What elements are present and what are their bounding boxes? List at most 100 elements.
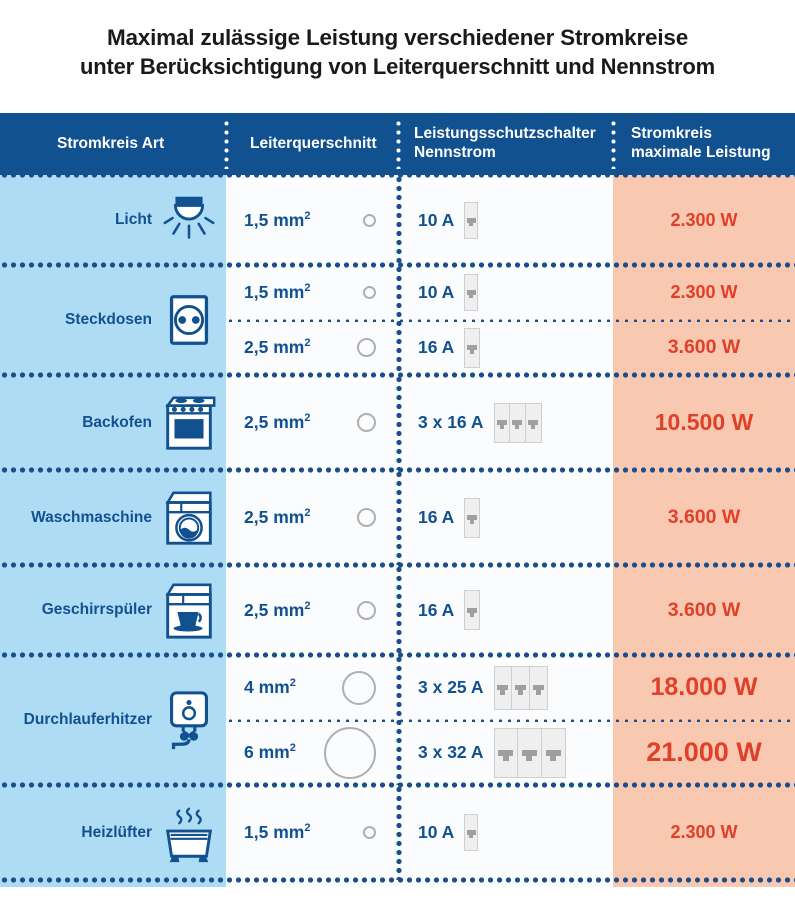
page-title: Maximal zulässige Leistung verschiedener…: [0, 0, 795, 81]
header-label-breaker-line1: Leistungsschutzschalter: [414, 125, 596, 143]
breaker-toggle-icon: [521, 749, 537, 761]
breaker-toggle-icon: [545, 749, 561, 761]
breaker-cell: 16 A: [398, 590, 613, 630]
breaker-cell: 10 A: [398, 814, 613, 851]
cross-section-value: 4 mm2: [244, 677, 296, 697]
circuit-breaker-group: [493, 665, 548, 710]
breaker-cell: 16 A: [398, 497, 613, 538]
table-body: Licht 1,5 mm2 10 A 2.300 W Steckdosen 1,5 mm2…: [0, 172, 795, 893]
max-power-cell: 10.500 W: [613, 409, 795, 436]
circuit-breaker-module: [541, 727, 566, 778]
circuit-breaker-module: [464, 590, 481, 630]
table-row: Steckdosen 1,5 mm2 10 A 2.300 W 2,5 mm2 16 A 3…: [0, 262, 795, 375]
circuit-breaker-module: [464, 327, 481, 368]
circuit-breaker-module: [464, 814, 479, 851]
header-label-breaker-line2: Nennstrom: [414, 144, 496, 161]
cross-section-circle-icon: [357, 413, 376, 432]
breaker-rating-value: 3 x 16 A: [418, 412, 484, 432]
header-divider-1: [224, 119, 229, 169]
circuit-type-label: Waschmaschine: [31, 508, 152, 526]
max-power-value: 18.000 W: [650, 673, 758, 701]
sub-row: 1,5 mm2 10 A 2.300 W: [226, 265, 795, 320]
breaker-cell: 10 A: [398, 201, 613, 239]
circuit-breaker-group: [464, 327, 481, 368]
circuit-breaker-group: [464, 201, 479, 239]
header-label-conductor-cross-section: Leiterquerschnitt: [250, 134, 377, 152]
circuit-breaker-module: [464, 274, 479, 311]
cross-section-value: 2,5 mm2: [244, 599, 311, 620]
breaker-toggle-icon: [466, 217, 476, 226]
header-cell-circuit-type: Stromkreis Art: [0, 113, 226, 175]
max-power-value: 21.000 W: [646, 737, 762, 767]
header-cell-conductor-cross-section: Leiterquerschnitt: [226, 113, 398, 175]
fan-heater-icon: [158, 802, 220, 864]
circuit-breaker-module: [493, 727, 518, 778]
conductor-cross-section-cell: 1,5 mm2: [226, 282, 398, 303]
cross-section-circle-icon: [357, 600, 376, 620]
sub-row: 2,5 mm2 16 A 3.600 W: [226, 320, 795, 375]
breaker-rating-value: 3 x 32 A: [418, 742, 484, 762]
breaker-toggle-icon: [467, 607, 478, 617]
conductor-cross-section-cell: 2,5 mm2: [226, 412, 398, 433]
sub-row: 2,5 mm2 16 A 3.600 W: [226, 470, 795, 565]
column-divider-breaker: [396, 375, 402, 470]
circuit-breaker-module: [517, 727, 542, 778]
max-power-cell: 21.000 W: [613, 737, 795, 768]
cross-section-value: 1,5 mm2: [244, 282, 311, 302]
cross-section-circle-icon: [363, 286, 376, 299]
header-label-circuit-type: Stromkreis Art: [57, 134, 165, 152]
circuit-type-cell: Geschirrspüler: [0, 565, 226, 655]
max-power-value: 2.300 W: [670, 282, 738, 302]
breaker-rating-value: 10 A: [418, 209, 455, 230]
column-divider-breaker: [396, 470, 402, 565]
cross-section-value: 1,5 mm2: [244, 209, 311, 230]
breaker-toggle-icon: [467, 515, 478, 524]
max-power-value: 2.300 W: [670, 822, 738, 842]
cross-section-circle-icon: [363, 213, 376, 227]
header-label-maxpower-line2: maximale Leistung: [631, 144, 771, 161]
cross-section-value: 1,5 mm2: [244, 822, 311, 842]
circuit-breaker-module: [464, 497, 481, 538]
conductor-cross-section-cell: 4 mm2: [226, 670, 398, 705]
cross-section-value: 2,5 mm2: [244, 337, 311, 357]
cross-section-circle-icon: [324, 726, 376, 779]
washing-machine-icon: [158, 487, 220, 549]
circuit-type-cell: Heizlüfter: [0, 785, 226, 880]
breaker-toggle-icon: [512, 420, 523, 429]
table-row: Geschirrspüler 2,5 mm2 16 A 3.600 W: [0, 562, 795, 655]
breaker-toggle-icon: [498, 749, 514, 761]
table-row: Heizlüfter 1,5 mm2 10 A 2.300 W: [0, 782, 795, 880]
circuit-breaker-module: [525, 402, 542, 443]
sub-row: 6 mm2 3 x 32 A 21.000 W: [226, 720, 795, 785]
circuit-breaker-module: [493, 665, 512, 710]
header-label-maxpower-line1: Stromkreis: [631, 125, 712, 143]
breaker-toggle-icon: [528, 420, 539, 429]
max-power-cell: 3.600 W: [613, 599, 795, 622]
header-cell-breaker-rated-current: Leistungsschutzschalter Nennstrom: [398, 113, 613, 175]
circuit-type-cell: Steckdosen: [0, 265, 226, 375]
breaker-toggle-icon: [466, 830, 476, 838]
table-row: Waschmaschine 2,5 mm2 16 A 3.600 W: [0, 467, 795, 565]
circuit-type-cell: Durchlauferhitzer: [0, 655, 226, 785]
header-divider-3: [611, 119, 616, 169]
circuit-breaker-module: [493, 402, 510, 443]
max-power-cell: 2.300 W: [613, 210, 795, 231]
max-power-value: 3.600 W: [667, 336, 741, 358]
breaker-toggle-icon: [532, 685, 544, 695]
breaker-cell: 3 x 16 A: [398, 402, 613, 443]
row-separator-bottom: [0, 877, 795, 883]
circuit-type-label: Durchlauferhitzer: [23, 711, 152, 728]
water-heater-icon: [158, 689, 220, 751]
circuit-type-label: Backofen: [82, 413, 152, 431]
breaker-toggle-icon: [496, 420, 507, 429]
breaker-cell: 10 A: [398, 274, 613, 311]
circuit-breaker-module: [509, 402, 526, 443]
max-power-value: 10.500 W: [654, 409, 754, 435]
circuit-breaker-group: [464, 274, 479, 311]
power-socket-icon: [158, 289, 220, 351]
breaker-cell: 3 x 32 A: [398, 727, 613, 778]
circuit-breaker-module: [529, 665, 548, 710]
max-power-cell: 18.000 W: [613, 673, 795, 702]
conductor-cross-section-cell: 1,5 mm2: [226, 822, 398, 843]
table-header: Stromkreis Art Leiterquerschnitt Leistun…: [0, 113, 795, 175]
